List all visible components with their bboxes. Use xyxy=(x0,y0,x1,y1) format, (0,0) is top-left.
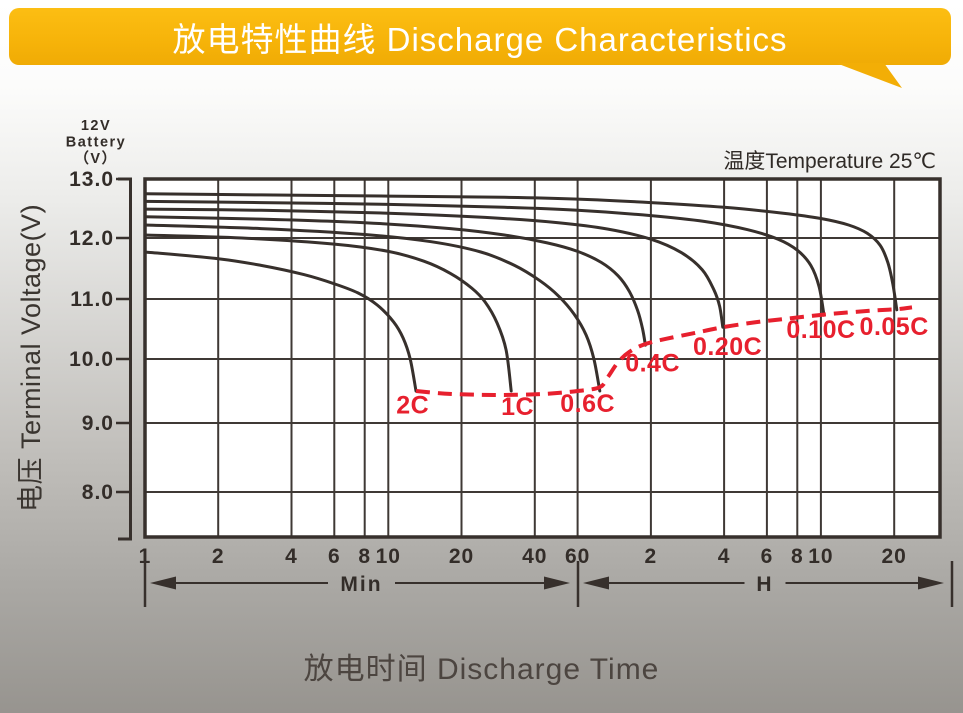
discharge-curve-2C xyxy=(143,250,418,393)
discharge-curve-0.05C xyxy=(143,192,899,312)
x-tick-label-8-Min: 8 xyxy=(358,545,371,568)
x-axis-title: 放电时间 Discharge Time xyxy=(303,653,660,686)
page-title: 放电特性曲线 Discharge Characteristics xyxy=(172,20,788,58)
y-tick-label-12.0: 12.0 xyxy=(69,227,114,250)
battery-note-line: Battery xyxy=(66,135,126,151)
unit-label-H: H xyxy=(756,573,773,596)
curve-label-0.10C: 0.10C xyxy=(786,316,855,344)
x-tick-label-40-Min: 40 xyxy=(522,545,547,568)
curve-label-0.05C: 0.05C xyxy=(860,313,929,341)
cutoff-dashed-line xyxy=(415,305,913,397)
curve-label-0.6C: 0.6C xyxy=(560,390,615,418)
curve-label-0.4C: 0.4C xyxy=(625,349,680,377)
arrow-head-left xyxy=(150,576,176,590)
discharge-curve-1C xyxy=(143,233,513,393)
discharge-curve-0.10C xyxy=(143,199,826,317)
y-tick-label-9.0: 9.0 xyxy=(82,412,114,435)
x-tick-label-2-H: 2 xyxy=(645,545,658,568)
arrow-head-right xyxy=(918,576,944,590)
x-tick-label-60-Min: 60 xyxy=(565,545,590,568)
x-tick-label-20-H: 20 xyxy=(881,545,906,568)
banner-tail xyxy=(836,63,902,88)
y-tick-label-8.0: 8.0 xyxy=(82,481,114,504)
y-axis-title: 电压 Terminal Voltage(V) xyxy=(16,204,46,512)
y-tick-label-11.0: 11.0 xyxy=(70,288,114,311)
discharge-curve-0.4C xyxy=(143,215,647,347)
curve-label-2C: 2C xyxy=(396,392,429,420)
y-tick-label-13.0: 13.0 xyxy=(69,168,114,191)
curve-label-1C: 1C xyxy=(501,393,534,421)
x-tick-label-6-Min: 6 xyxy=(328,545,341,568)
title-banner: 放电特性曲线 Discharge Characteristics xyxy=(9,8,951,65)
plot-frame xyxy=(143,177,942,539)
x-tick-label-6-H: 6 xyxy=(761,545,774,568)
arrow-head-right xyxy=(544,576,570,590)
battery-note-line: 12V xyxy=(81,118,111,134)
x-tick-label-2-Min: 2 xyxy=(212,545,225,568)
unit-label-Min: Min xyxy=(340,573,382,596)
x-tick-label-1-Min: 1 xyxy=(139,545,152,568)
discharge-curve-0.6C xyxy=(143,223,602,393)
x-tick-label-10-H: 10 xyxy=(808,545,833,568)
y-tick-label-10.0: 10.0 xyxy=(69,348,114,371)
arrow-head-left xyxy=(583,576,609,590)
battery-note-line: （V） xyxy=(74,149,117,167)
temperature-annotation: 温度Temperature 25℃ xyxy=(723,150,936,173)
x-tick-label-20-Min: 20 xyxy=(449,545,474,568)
x-tick-label-8-H: 8 xyxy=(791,545,804,568)
x-tick-label-10-Min: 10 xyxy=(376,545,401,568)
x-tick-label-4-Min: 4 xyxy=(285,545,298,568)
banner-tail-shape xyxy=(836,63,902,88)
curve-label-0.20C: 0.20C xyxy=(693,333,762,361)
x-tick-label-4-H: 4 xyxy=(718,545,731,568)
discharge-curve-0.20C xyxy=(143,207,725,329)
